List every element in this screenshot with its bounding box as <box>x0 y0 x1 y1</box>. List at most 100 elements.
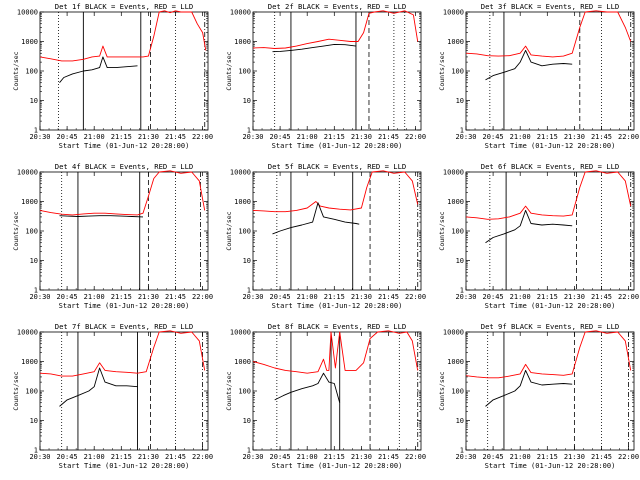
chart-panel-2: Det 2f BLACK = Events, RED = LLD 1 10 100 10… <box>225 2 426 150</box>
y-axis-label: Counts/sec <box>12 51 20 90</box>
events-series-line <box>59 215 144 218</box>
x-tick-label: 22:00 <box>405 293 426 301</box>
events-series-line <box>59 367 138 407</box>
x-tick-label: 21:30 <box>351 453 372 461</box>
x-tick-label: 21:15 <box>111 133 132 141</box>
y-tick-label: 10 <box>243 97 251 105</box>
y-tick-label: 100 <box>451 388 464 396</box>
x-axis-label: Start Time (01-Jun-12 20:28:00) <box>59 462 190 470</box>
y-tick-label: 100 <box>25 388 38 396</box>
y-tick-label: 10000 <box>443 9 464 17</box>
x-tick-label: 20:30 <box>242 133 263 141</box>
y-tick-label: 1 <box>247 447 251 455</box>
lld-series-line <box>253 330 419 374</box>
y-tick-label: 10000 <box>17 169 38 177</box>
y-tick-label: 100 <box>25 68 38 76</box>
x-axis-label: Start Time (01-Jun-12 20:28:00) <box>272 462 403 470</box>
y-tick-label: 1 <box>34 447 38 455</box>
chart-title: Det 5f BLACK = Events, RED = LLD <box>268 162 406 171</box>
y-tick-label: 100 <box>451 228 464 236</box>
events-series-line <box>272 202 360 235</box>
x-tick-label: 21:15 <box>537 293 558 301</box>
x-tick-label: 20:45 <box>57 293 78 301</box>
y-tick-label: 10 <box>243 257 251 265</box>
y-tick-label: 10000 <box>17 329 38 337</box>
y-tick-label: 10 <box>30 97 38 105</box>
x-tick-label: 20:45 <box>57 133 78 141</box>
x-tick-label: 20:30 <box>29 293 50 301</box>
events-series-line <box>485 49 573 81</box>
x-tick-label: 21:30 <box>351 133 372 141</box>
x-tick-label: 20:30 <box>455 453 476 461</box>
chart-title: Det 9f BLACK = Events, RED = LLD <box>481 322 619 331</box>
x-tick-label: 21:45 <box>591 293 612 301</box>
y-tick-label: 10 <box>456 97 464 105</box>
x-tick-label: 22:00 <box>618 453 639 461</box>
y-tick-label: 10000 <box>17 9 38 17</box>
y-tick-label: 1000 <box>234 198 251 206</box>
y-tick-label: 1 <box>460 127 464 135</box>
lld-series-line <box>466 170 632 220</box>
y-tick-label: 100 <box>25 228 38 236</box>
plot-frame <box>39 11 209 131</box>
x-tick-label: 21:45 <box>378 293 399 301</box>
x-tick-label: 20:45 <box>270 133 291 141</box>
chart-panel-3: Det 3f BLACK = Events, RED = LLD 1 10 100 10… <box>438 2 639 150</box>
y-tick-label: 10000 <box>230 169 251 177</box>
x-tick-label: 21:15 <box>324 293 345 301</box>
x-tick-label: 22:00 <box>618 133 639 141</box>
x-tick-label: 21:15 <box>324 453 345 461</box>
x-tick-label: 20:30 <box>29 453 50 461</box>
events-series-line <box>485 369 573 407</box>
x-tick-label: 20:30 <box>455 133 476 141</box>
x-tick-label: 20:45 <box>57 453 78 461</box>
y-axis-label: Counts/sec <box>225 371 233 410</box>
y-tick-label: 10 <box>456 257 464 265</box>
x-tick-label: 20:45 <box>483 453 504 461</box>
y-axis-label: Counts/sec <box>12 371 20 410</box>
chart-panel-6: Det 6f BLACK = Events, RED = LLD 1 10 100 10… <box>438 162 639 310</box>
x-tick-label: 20:30 <box>29 133 50 141</box>
x-tick-label: 21:30 <box>564 133 585 141</box>
x-tick-label: 21:00 <box>84 293 105 301</box>
x-axis-label: Start Time (01-Jun-12 20:28:00) <box>272 142 403 150</box>
x-tick-label: 21:00 <box>297 133 318 141</box>
x-tick-label: 21:00 <box>297 453 318 461</box>
y-tick-label: 1 <box>34 127 38 135</box>
x-tick-label: 22:00 <box>405 133 426 141</box>
lld-series-line <box>466 10 632 58</box>
x-tick-label: 22:00 <box>192 453 213 461</box>
y-tick-label: 1000 <box>21 198 38 206</box>
x-tick-label: 22:00 <box>192 133 213 141</box>
y-tick-label: 10000 <box>443 169 464 177</box>
x-tick-label: 21:15 <box>324 133 345 141</box>
events-series-line <box>274 372 341 403</box>
x-tick-label: 21:00 <box>84 133 105 141</box>
x-tick-label: 21:00 <box>510 133 531 141</box>
chart-title: Det 8f BLACK = Events, RED = LLD <box>268 322 406 331</box>
y-tick-label: 10000 <box>230 9 251 17</box>
x-tick-label: 21:15 <box>111 293 132 301</box>
y-axis-label: Counts/sec <box>438 211 446 250</box>
y-tick-label: 10 <box>243 417 251 425</box>
x-tick-label: 21:30 <box>351 293 372 301</box>
y-tick-label: 1000 <box>447 198 464 206</box>
lld-series-line <box>253 170 419 213</box>
y-tick-label: 1 <box>460 287 464 295</box>
x-tick-label: 21:45 <box>165 133 186 141</box>
x-tick-label: 21:45 <box>591 453 612 461</box>
x-tick-label: 21:00 <box>84 453 105 461</box>
x-tick-label: 22:00 <box>192 293 213 301</box>
x-tick-label: 21:30 <box>138 133 159 141</box>
plot-frame <box>465 331 635 451</box>
chart-title: Det 2f BLACK = Events, RED = LLD <box>268 2 406 11</box>
plot-frame <box>39 171 209 291</box>
plot-frame <box>465 11 635 131</box>
y-tick-label: 10000 <box>443 329 464 337</box>
y-tick-label: 1000 <box>447 358 464 366</box>
y-axis-label: Counts/sec <box>225 211 233 250</box>
chart-panel-5: Det 5f BLACK = Events, RED = LLD 1 10 100 10… <box>225 162 426 310</box>
y-tick-label: 100 <box>451 68 464 76</box>
y-tick-label: 1 <box>247 127 251 135</box>
